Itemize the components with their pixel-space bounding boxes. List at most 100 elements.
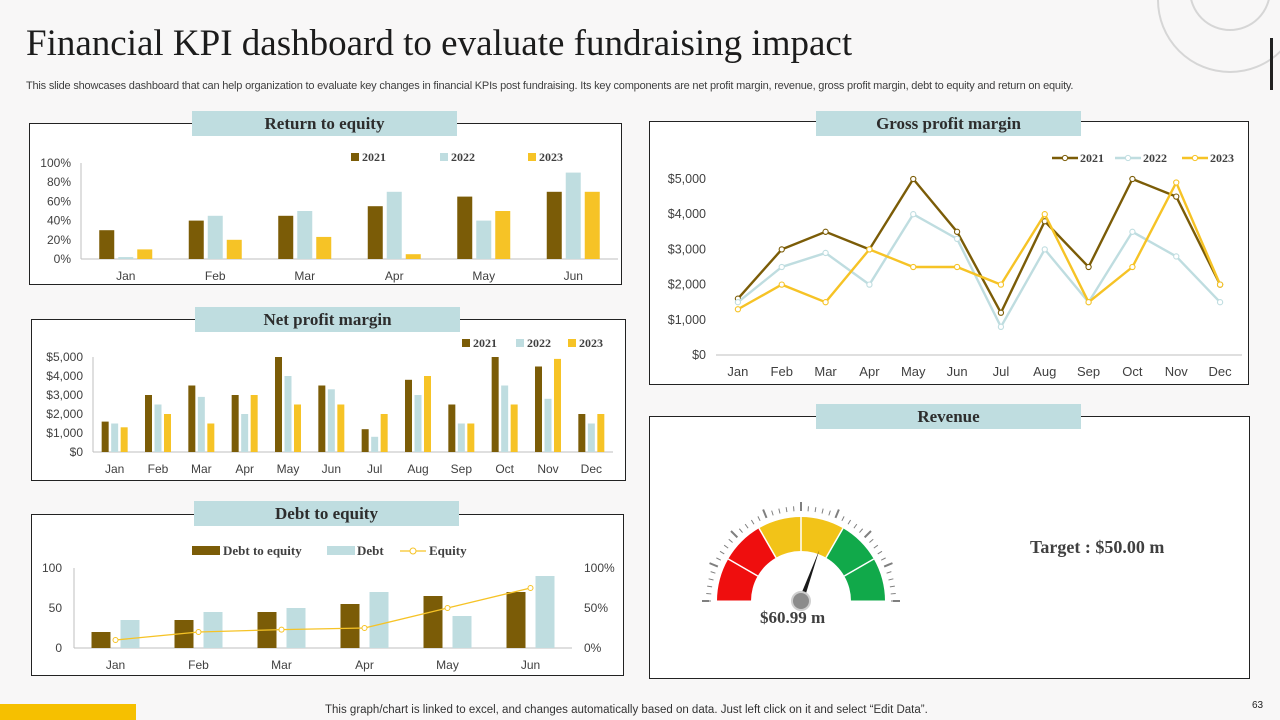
bar-2023-Jan — [120, 427, 128, 452]
bar-2023-Mar — [207, 423, 215, 452]
footer-note: This graph/chart is linked to excel, and… — [325, 704, 928, 716]
decorative-bar — [1270, 38, 1273, 90]
bar-2023-Jun — [337, 404, 345, 452]
bar-2022-Jun — [327, 389, 335, 452]
gauge-tick — [873, 544, 879, 549]
page-number: 63 — [1252, 700, 1264, 711]
gauge-tick — [883, 562, 893, 568]
x-tick-label: Jun — [521, 658, 540, 672]
gauge-tick — [710, 571, 716, 574]
point-2023-Sep — [1085, 299, 1092, 306]
x-tick-label: Jan — [106, 658, 125, 672]
y-tick-label: 100 — [42, 561, 62, 575]
bar-2022-Feb — [154, 404, 162, 452]
point-2022-Jul — [997, 323, 1005, 330]
dte-chart[interactable]: 0 50 100 0% 50% 100% Jan Feb Mar Apr May Jun Debt to… — [32, 515, 623, 675]
x-tick-label: Apr — [859, 364, 880, 379]
gauge-needle — [798, 550, 820, 602]
point-2022-Nov — [1173, 253, 1180, 260]
legend-label-2021: 2021 — [473, 336, 497, 350]
y-tick-label: 0 — [55, 641, 62, 655]
legend-swatch-2022 — [440, 153, 448, 161]
gauge-tick — [762, 509, 768, 519]
legend-swatch-2022 — [516, 339, 524, 347]
legend-swatch-2023 — [568, 339, 576, 347]
equity-point-May — [444, 605, 451, 611]
bar-2021-May — [457, 196, 473, 259]
equity-point-Jan — [112, 637, 119, 643]
gauge-zone-3 — [825, 528, 885, 601]
point-2022-Jan — [734, 299, 742, 306]
legend-swatch-2021 — [462, 339, 470, 347]
legend-label-2023: 2023 — [1210, 151, 1234, 165]
equity-point-Feb — [195, 629, 202, 635]
gauge-tick — [859, 528, 864, 533]
x-tick-label: Mar — [191, 462, 212, 476]
y-tick-label: 60% — [47, 194, 71, 208]
bar-2023-Jun — [584, 191, 600, 259]
y-tick-label: $0 — [70, 445, 84, 459]
x-tick-label: Jun — [947, 364, 968, 379]
y-tick-label: 50 — [49, 601, 63, 615]
point-2022-Oct — [1129, 228, 1136, 235]
bar-2021-Dec — [578, 414, 586, 452]
x-tick-label: Sep — [1077, 364, 1100, 379]
roe-chart[interactable]: 0% 20% 40% 60% 80% 100% Jan Feb Mar Apr May Jun 2021… — [30, 124, 621, 284]
gauge-tick — [757, 516, 761, 522]
line-2021 — [737, 176, 1222, 316]
gauge-tick — [750, 519, 755, 525]
point-2023-May — [910, 263, 917, 271]
y-tick-label: $5,000 — [46, 350, 83, 364]
point-2021-Nov — [1173, 193, 1180, 200]
x-tick-label: Oct — [495, 462, 514, 476]
gpm-title: Gross profit margin — [816, 111, 1081, 136]
gauge-tick — [853, 523, 858, 529]
point-2021-May — [910, 175, 917, 183]
bar-2021-Sep — [448, 404, 456, 452]
bar-debt-Jun — [535, 576, 555, 648]
point-2022-Jun — [953, 235, 961, 242]
y-tick-label: $4,000 — [668, 207, 706, 221]
x-tick-label: Nov — [1165, 364, 1189, 379]
y-tick-label: $2,000 — [46, 407, 83, 421]
point-2021-Jun — [953, 228, 961, 235]
bar-debt-May — [452, 616, 472, 648]
legend-label-2022: 2022 — [527, 336, 551, 350]
footer-accent-bar — [0, 704, 136, 720]
y-tick-label: $1,000 — [46, 426, 83, 440]
bar-2023-Aug — [424, 376, 431, 452]
point-2021-Feb — [778, 246, 785, 253]
bar-2021-May — [275, 357, 282, 452]
gauge-tick — [785, 507, 788, 513]
npm-chart[interactable]: $0 $1,000 $2,000 $3,000 $4,000 $5,000 Jan Feb Ma… — [32, 320, 625, 480]
roe-panel: 0% 20% 40% 60% 80% 100% Jan Feb Mar Apr May Jun 2021… — [29, 123, 622, 285]
gpm-chart[interactable]: $0 $1,000 $2,000 $3,000 $4,000 $5,000 Jan Feb Ma… — [650, 122, 1248, 384]
gauge-tick — [738, 528, 743, 533]
point-2023-Jan — [734, 306, 742, 313]
bar-2023-Feb — [226, 239, 242, 259]
x-tick-label: Feb — [188, 658, 209, 672]
gauge-tick — [716, 557, 722, 561]
point-2021-Jul — [997, 309, 1005, 316]
revenue-title: Revenue — [816, 404, 1081, 429]
y2-tick-label: 0% — [584, 641, 602, 655]
gauge-tick — [889, 585, 895, 588]
bar-debt-to-equity-Apr — [340, 604, 360, 648]
page-title: Financial KPI dashboard to evaluate fund… — [26, 23, 853, 64]
equity-point-Jun — [527, 585, 534, 591]
bar-2021-Apr — [231, 395, 239, 452]
bar-2023-May — [294, 404, 301, 452]
bar-debt-Mar — [286, 608, 306, 648]
gpm-panel: $0 $1,000 $2,000 $3,000 $4,000 $5,000 Jan Feb Ma… — [649, 121, 1249, 385]
y-tick-label: 80% — [47, 175, 71, 189]
legend-label-equity: Equity — [429, 543, 467, 558]
gauge-tick — [821, 508, 824, 514]
revenue-gauge[interactable] — [650, 417, 1249, 678]
legend-swatch-2021 — [351, 153, 359, 161]
bar-2022-Sep — [457, 423, 465, 452]
y-tick-label: $3,000 — [46, 388, 83, 402]
gauge-zone-1 — [717, 528, 776, 601]
gauge-tick — [719, 550, 725, 555]
bar-2021-Jan — [99, 230, 115, 259]
bar-2022-Jan — [118, 257, 134, 259]
